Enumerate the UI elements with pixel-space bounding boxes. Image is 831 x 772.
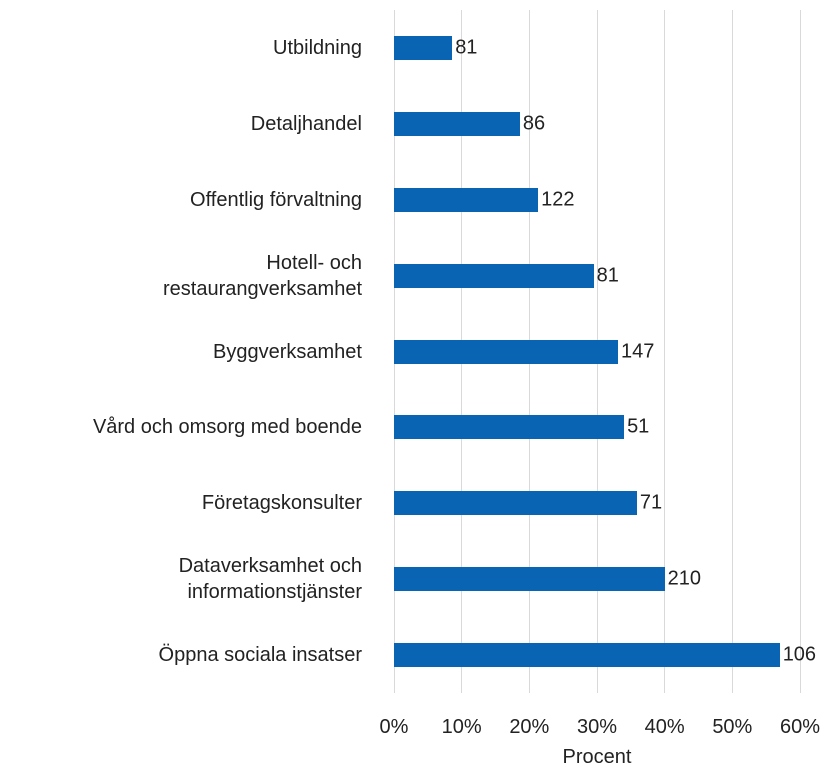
bar: [394, 415, 625, 440]
x-tick-label: 50%: [712, 716, 753, 738]
grid-line: [799, 10, 801, 693]
category-label: Dataverksamhet och informationstjänster: [178, 555, 362, 604]
x-axis-label: Procent: [562, 746, 632, 768]
grid-line: [664, 10, 666, 693]
category-label: Företagskonsulter: [201, 492, 362, 515]
bar: [394, 187, 539, 212]
data-label: 86: [522, 112, 546, 135]
data-label: 81: [455, 36, 478, 59]
x-tick-label: 30%: [576, 716, 618, 738]
x-tick-label: 20%: [509, 716, 550, 738]
category-label: Byggverksamhet: [213, 340, 362, 363]
grid-line: [731, 10, 733, 693]
data-label: 210: [667, 567, 702, 590]
bar: [394, 263, 594, 288]
bar: [394, 567, 665, 592]
category-label: Öppna sociala insatser: [158, 644, 362, 667]
data-label: 51: [627, 415, 650, 438]
bar: [394, 111, 520, 136]
category-label: Hotell- och restaurangverksamhet: [163, 251, 362, 300]
bar: [394, 35, 453, 60]
x-tick-label: 0%: [379, 716, 409, 738]
category-label: Utbildning: [273, 36, 362, 59]
category-label: Detaljhandel: [250, 112, 362, 135]
category-label: Vård och omsorg med boende: [92, 416, 362, 439]
bar: [394, 491, 637, 516]
bar: [394, 339, 618, 364]
data-label: 122: [541, 188, 575, 211]
x-tick-label: 40%: [644, 716, 685, 738]
x-tick-label: 10%: [441, 716, 482, 738]
category-label: Offentlig förvaltning: [190, 188, 362, 211]
data-label: 71: [639, 491, 663, 514]
bar: [394, 643, 780, 668]
x-tick-label: 60%: [779, 716, 821, 738]
data-label: 147: [620, 340, 655, 362]
data-label: 106: [782, 643, 817, 666]
data-label: 81: [596, 264, 619, 287]
